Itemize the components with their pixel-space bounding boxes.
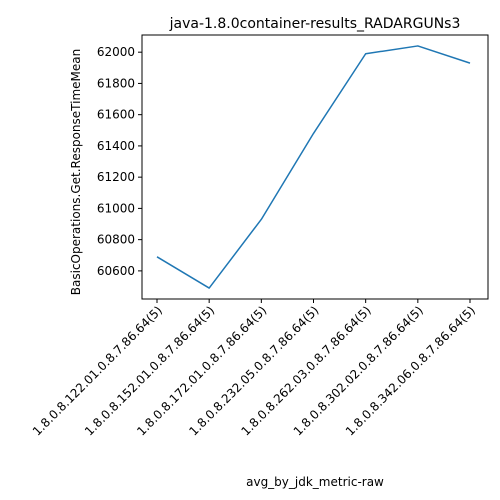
series-line xyxy=(156,45,471,289)
x-axis-label: avg_by_jdk_metric-raw xyxy=(246,475,384,489)
plot-area-frame xyxy=(141,34,489,300)
x-axis: 1.8.0.8.122.01.0.8.7.86.64(5)1.8.0.8.152… xyxy=(30,299,478,439)
y-tick-label: 61600 xyxy=(97,108,135,122)
y-tick-label: 60600 xyxy=(97,264,135,278)
y-tick-label: 61000 xyxy=(97,201,135,215)
y-tick-label: 61200 xyxy=(97,170,135,184)
chart-title: java-1.8.0container-results_RADARGUNs3 xyxy=(169,16,461,32)
y-axis-label: BasicOperations.Get.ResponseTimeMean xyxy=(69,49,83,295)
y-tick-label: 62000 xyxy=(97,45,135,59)
y-tick-label: 61400 xyxy=(97,139,135,153)
series-layer xyxy=(156,45,471,289)
y-tick-label: 60800 xyxy=(97,233,135,247)
y-tick-label: 61800 xyxy=(97,76,135,90)
y-axis: 60600 60800 61000 61200 61400 61600 61800 62000 xyxy=(97,45,142,278)
